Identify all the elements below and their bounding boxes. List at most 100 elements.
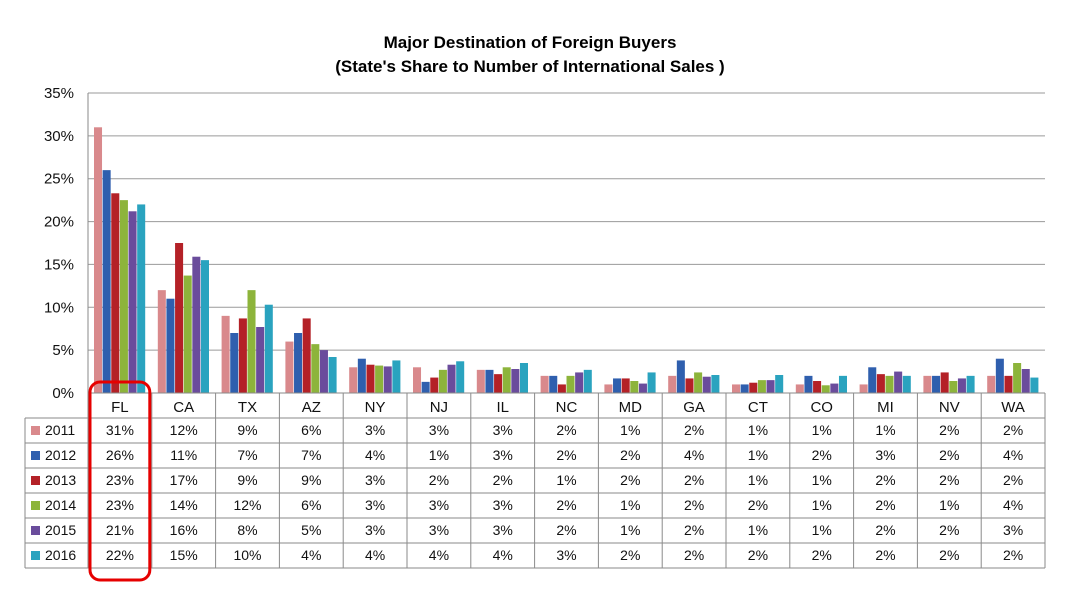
data-label: 2%	[556, 522, 576, 538]
data-label: 1%	[939, 497, 959, 513]
bars	[94, 127, 1039, 393]
bar-2014-NC	[566, 375, 575, 393]
legend-key-2013	[31, 476, 40, 485]
bar-2016-NJ	[456, 361, 465, 393]
data-label: 3%	[365, 522, 385, 538]
bar-2016-TX	[264, 304, 273, 393]
legend-label: 2012	[45, 447, 76, 463]
bar-2012-MI	[868, 367, 877, 393]
data-label: 1%	[812, 472, 832, 488]
data-label: 2%	[556, 447, 576, 463]
bar-2015-FL	[128, 211, 137, 393]
bar-2011-CA	[157, 290, 166, 393]
data-label: 17%	[170, 472, 198, 488]
bar-2012-NV	[932, 375, 941, 393]
data-label: 9%	[301, 472, 321, 488]
bar-2014-AZ	[311, 344, 320, 393]
data-label: 1%	[556, 472, 576, 488]
data-label: 1%	[620, 522, 640, 538]
bar-2013-NC	[557, 384, 566, 393]
bar-2012-NJ	[421, 381, 430, 393]
data-label: 10%	[233, 547, 261, 563]
bar-2016-AZ	[328, 357, 337, 393]
data-label: 7%	[237, 447, 257, 463]
category-label: MD	[619, 399, 642, 416]
data-label: 2%	[620, 447, 640, 463]
data-label: 2%	[939, 422, 959, 438]
chart-title: Major Destination of Foreign Buyers	[384, 33, 677, 52]
bar-2016-NC	[583, 369, 592, 393]
data-label: 2%	[684, 472, 704, 488]
data-label: 5%	[301, 522, 321, 538]
bar-2015-MI	[894, 371, 903, 393]
bar-2014-WA	[1013, 363, 1022, 393]
bar-2016-MD	[647, 372, 656, 393]
bar-2012-AZ	[294, 333, 303, 393]
data-label: 2%	[620, 472, 640, 488]
bar-2013-FL	[111, 193, 120, 393]
data-label: 4%	[684, 447, 704, 463]
bar-2015-CT	[766, 380, 775, 393]
bar-2012-NC	[549, 375, 558, 393]
data-label: 2%	[684, 497, 704, 513]
category-label: CT	[748, 399, 768, 416]
data-label: 2%	[875, 472, 895, 488]
data-label: 1%	[812, 497, 832, 513]
bar-2016-NY	[392, 360, 401, 393]
data-label: 9%	[237, 472, 257, 488]
bar-2012-TX	[230, 333, 239, 393]
bar-2011-GA	[668, 375, 677, 393]
category-label: IL	[496, 399, 509, 416]
bar-2015-TX	[256, 327, 265, 393]
bar-2012-IL	[485, 369, 494, 393]
category-label: TX	[238, 399, 257, 416]
data-label: 14%	[170, 497, 198, 513]
data-label: 1%	[620, 422, 640, 438]
category-label: CO	[810, 399, 833, 416]
bar-2013-CA	[175, 243, 184, 393]
data-label: 12%	[233, 497, 261, 513]
bar-2014-NV	[949, 381, 958, 393]
data-label: 2%	[875, 547, 895, 563]
legend-label: 2013	[45, 472, 76, 488]
data-label: 16%	[170, 522, 198, 538]
category-label: FL	[111, 399, 129, 416]
y-tick-label: 25%	[44, 171, 74, 188]
data-label: 3%	[493, 447, 513, 463]
bar-2013-MD	[621, 378, 630, 393]
data-label: 2%	[620, 547, 640, 563]
data-label: 31%	[106, 422, 134, 438]
y-tick-label: 0%	[52, 385, 74, 402]
data-label: 2%	[556, 422, 576, 438]
data-label: 3%	[1003, 522, 1023, 538]
bar-2014-CT	[757, 380, 766, 393]
bar-2014-CA	[183, 275, 192, 393]
bar-2011-NY	[349, 367, 358, 393]
bar-2014-FL	[119, 200, 128, 393]
chart-subtitle: (State's Share to Number of Internationa…	[335, 57, 724, 76]
category-label: CA	[173, 399, 194, 416]
y-tick-label: 15%	[44, 256, 74, 273]
data-label: 23%	[106, 472, 134, 488]
data-label: 3%	[429, 497, 449, 513]
bar-2013-NY	[366, 364, 375, 393]
legend-label: 2016	[45, 547, 76, 563]
bar-2011-CO	[795, 384, 804, 393]
data-label: 22%	[106, 547, 134, 563]
data-label: 3%	[365, 497, 385, 513]
data-label: 4%	[429, 547, 449, 563]
data-label: 3%	[429, 422, 449, 438]
data-label: 3%	[365, 422, 385, 438]
data-label: 4%	[493, 547, 513, 563]
axes: 0% 5% 10% 15% 20% 25% 30% 35%	[44, 85, 1045, 402]
legend-key-2016	[31, 551, 40, 560]
data-label: 2%	[748, 547, 768, 563]
data-label: 1%	[875, 422, 895, 438]
bar-2016-WA	[1030, 377, 1039, 393]
bar-2013-CT	[749, 382, 758, 393]
data-label: 2%	[1003, 547, 1023, 563]
data-label: 2%	[1003, 422, 1023, 438]
data-label: 3%	[365, 472, 385, 488]
data-label: 12%	[170, 422, 198, 438]
